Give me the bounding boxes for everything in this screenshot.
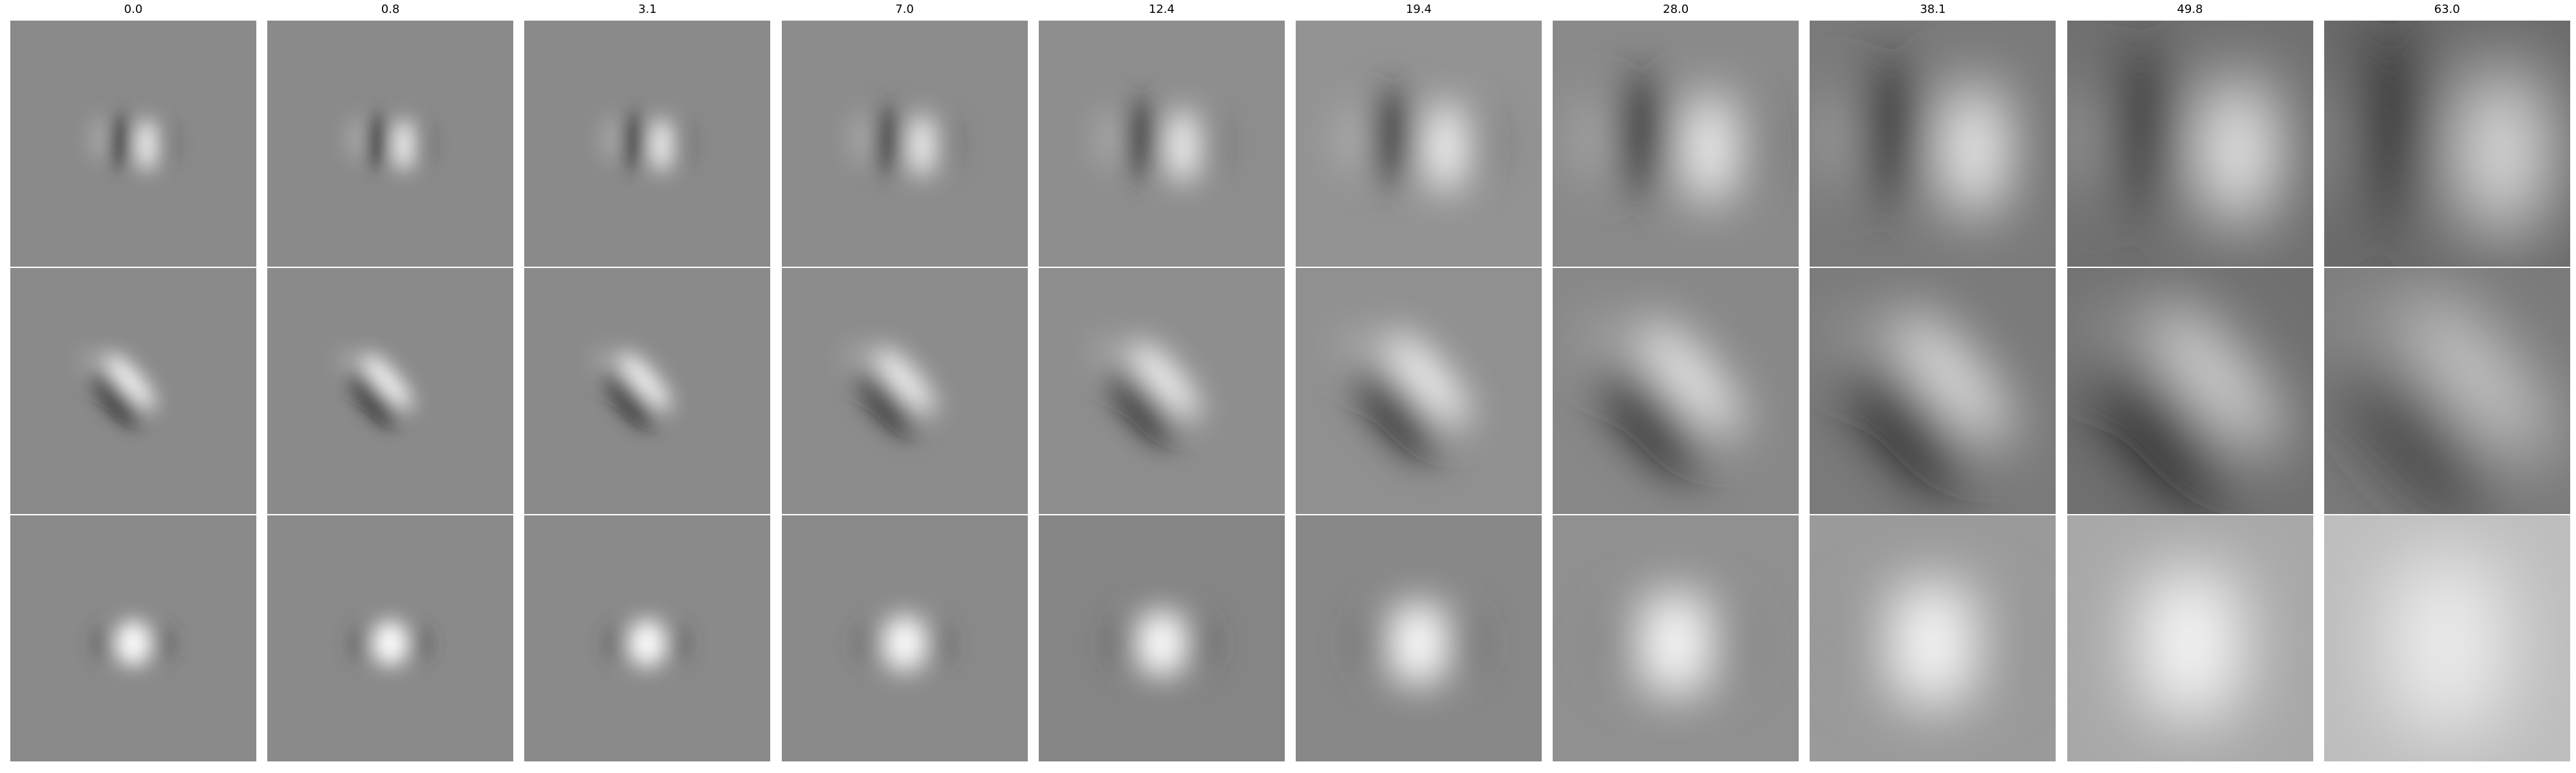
panel-r2-c2 (524, 515, 771, 761)
column-title-8: 49.8 (2177, 3, 2203, 16)
panel-r1-c8 (2067, 268, 2313, 514)
panel-r0-c7 (1810, 21, 2056, 267)
panel-r1-c2 (524, 268, 771, 514)
panel-r1-c6 (1553, 268, 1799, 514)
panel-r2-c7 (1810, 515, 2056, 761)
column-title-2: 3.1 (638, 3, 657, 16)
panel-r0-c0 (10, 21, 256, 267)
column-title-7: 38.1 (1920, 3, 1946, 16)
panel-r2-c9 (2324, 515, 2570, 761)
panel-r0-c8 (2067, 21, 2313, 267)
column-title-0: 0.0 (124, 3, 143, 16)
panel-r2-c8 (2067, 515, 2313, 761)
panel-r1-c5 (1296, 268, 1542, 514)
panel-r1-c1 (267, 268, 514, 514)
panel-r1-c4 (1038, 268, 1285, 514)
panel-r2-c1 (267, 515, 514, 761)
column-title-4: 12.4 (1148, 3, 1175, 16)
panel-r0-c6 (1553, 21, 1799, 267)
panel-r0-c1 (267, 21, 514, 267)
panel-r2-c3 (781, 515, 1028, 761)
column-title-6: 28.0 (1663, 3, 1689, 16)
panel-r2-c4 (1038, 515, 1285, 761)
panel-r0-c4 (1038, 21, 1285, 267)
panel-r1-c7 (1810, 268, 2056, 514)
column-title-5: 19.4 (1405, 3, 1432, 16)
panel-r0-c2 (524, 21, 771, 267)
column-title-1: 0.8 (381, 3, 400, 16)
column-title-9: 63.0 (2434, 3, 2460, 16)
panel-r1-c3 (781, 268, 1028, 514)
panel-r2-c5 (1296, 515, 1542, 761)
panel-r2-c6 (1553, 515, 1799, 761)
panel-r2-c0 (10, 515, 256, 761)
column-title-3: 7.0 (895, 3, 914, 16)
panel-r0-c3 (781, 21, 1028, 267)
panel-r0-c5 (1296, 21, 1542, 267)
panel-r0-c9 (2324, 21, 2570, 267)
panel-r1-c0 (10, 268, 256, 514)
panel-r1-c9 (2324, 268, 2570, 514)
